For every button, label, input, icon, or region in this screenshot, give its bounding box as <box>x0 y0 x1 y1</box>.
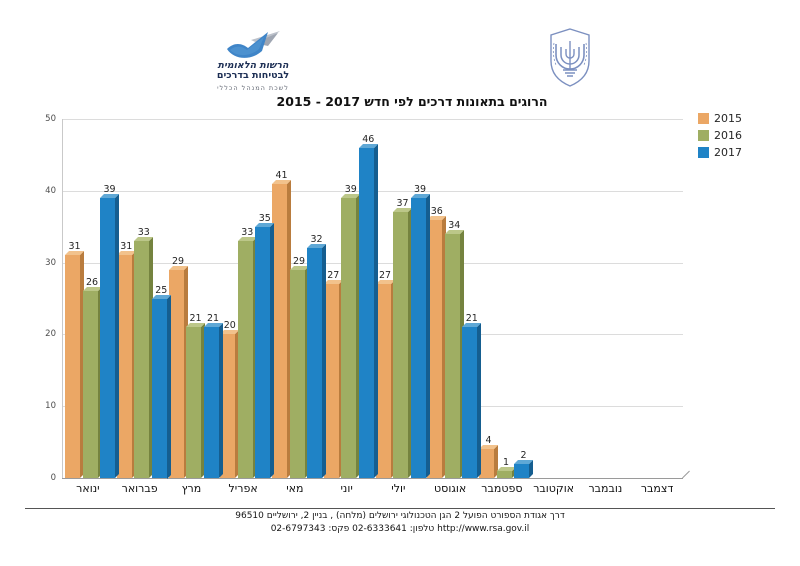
footer-address: דרך אגודת הספורט הפועל 2 הגן הטכנולוגי י… <box>235 511 565 521</box>
x-axis-line <box>62 478 683 479</box>
legend-item-2017: 2017 <box>698 144 742 161</box>
bar-value-label: 26 <box>85 277 99 289</box>
floor-edge-line <box>682 470 690 479</box>
bar-2017 <box>255 226 271 478</box>
bar-value-label: 37 <box>396 198 409 210</box>
legend-label: 2017 <box>714 146 742 159</box>
bar-2017 <box>514 463 529 478</box>
y-axis-tick-label: 10 <box>45 401 56 412</box>
bar-value-label: 27 <box>327 270 340 282</box>
israel-state-emblem-icon <box>550 28 590 87</box>
x-axis-month-label: אפריל <box>228 482 258 495</box>
legend-swatch-icon <box>698 113 709 124</box>
x-axis-month-label: ספטמבר <box>481 482 523 495</box>
bar-2016 <box>393 212 408 478</box>
x-axis-month-label: דצמבר <box>640 482 674 495</box>
y-axis-line <box>62 119 63 478</box>
x-axis-month-label: יוני <box>340 482 353 495</box>
bar-2016 <box>289 269 305 478</box>
bar-value-label: 34 <box>448 219 461 231</box>
bar-2017 <box>462 327 478 478</box>
x-axis-month-label: מאי <box>286 482 304 495</box>
bar-2016 <box>496 470 512 478</box>
bar-value-label: 39 <box>344 183 357 195</box>
bar-2017 <box>151 298 167 478</box>
bar-2016 <box>341 197 357 478</box>
bar-2015 <box>116 255 132 478</box>
bar-value-label: 39 <box>413 183 427 195</box>
chart-title: הרוגים בתאונות דרכים לפי חדש 2017 - 2015 <box>276 94 548 109</box>
bar-value-label: 25 <box>155 284 168 296</box>
bar-value-label: 33 <box>241 227 254 239</box>
bar-value-label: 29 <box>292 255 306 267</box>
bar-value-label: 36 <box>430 205 443 217</box>
chart-legend: 2015 2016 2017 <box>698 110 742 161</box>
checkmark-logo-icon <box>227 31 280 58</box>
legend-swatch-icon <box>698 147 709 158</box>
bar-2017 <box>100 197 115 478</box>
bar-2016 <box>444 233 460 478</box>
legend-label: 2016 <box>714 129 742 142</box>
bar-2015 <box>427 219 443 478</box>
x-axis-month-label: ינואר <box>76 482 100 495</box>
y-axis-tick-label: 0 <box>50 473 56 483</box>
bar-2017 <box>203 327 219 478</box>
bar-value-label: 32 <box>310 234 323 246</box>
bar-value-label: 41 <box>275 169 288 181</box>
bar-value-label: 1 <box>502 456 510 468</box>
legend-label: 2015 <box>714 112 742 125</box>
bar-value-label: 21 <box>465 313 478 325</box>
x-axis-month-label: אוגוסט <box>434 482 467 495</box>
logo-text-line2: לבטיחות בדרכים <box>216 70 290 81</box>
logo-text-line1: הרשות הלאומית <box>217 60 289 71</box>
bar-2016 <box>186 327 201 478</box>
bar-value-label: 21 <box>206 313 220 325</box>
y-axis-tick-label: 30 <box>45 257 56 268</box>
bar-value-label: 2 <box>520 449 527 461</box>
bar-2015 <box>323 284 339 478</box>
y-axis-tick-label: 40 <box>45 185 56 196</box>
gridline <box>62 119 683 120</box>
bar-value-label: 35 <box>258 212 271 224</box>
legend-swatch-icon <box>698 130 709 141</box>
footer-contact: http://www.rsa.gov.il טלפון: 02-6333641 … <box>270 524 530 534</box>
x-axis-month-label: יולי <box>391 482 406 495</box>
bar-2016 <box>82 291 98 478</box>
legend-item-2015: 2015 <box>698 110 742 127</box>
bar-2017 <box>410 197 426 478</box>
x-axis-month-label: פברואר <box>121 482 158 495</box>
bar-2015 <box>168 269 184 478</box>
logo-text-line3: לשכת המנהל הכללי <box>217 84 289 92</box>
y-axis-tick-label: 20 <box>45 329 56 340</box>
bar-value-label: 39 <box>103 183 116 195</box>
bar-2017 <box>307 248 322 478</box>
y-axis-tick-label: 50 <box>45 114 56 124</box>
road-safety-authority-logo: הרשות הלאומית לבטיחות בדרכים לשכת המנהל … <box>200 30 306 92</box>
x-axis-month-label: נובמבר <box>588 482 623 495</box>
bar-value-label: 46 <box>362 133 375 145</box>
bar-2015 <box>65 255 80 478</box>
x-axis-month-label: אוקטובר <box>533 482 575 495</box>
x-axis-month-label: מרץ <box>181 482 202 495</box>
bar-value-label: 31 <box>68 241 81 253</box>
footer-divider <box>25 508 775 509</box>
bar-2015 <box>220 334 236 478</box>
bar-2015 <box>272 183 287 478</box>
bar-value-label: 31 <box>120 241 133 253</box>
bar-value-label: 4 <box>485 435 492 447</box>
legend-item-2016: 2016 <box>698 127 742 144</box>
bar-2016 <box>134 241 150 478</box>
bar-2015 <box>375 284 391 478</box>
bar-2017 <box>358 147 374 478</box>
bar-2016 <box>237 241 253 478</box>
bar-2015 <box>479 449 494 478</box>
bar-value-label: 21 <box>189 313 202 325</box>
bar-value-label: 20 <box>223 320 236 332</box>
bar-value-label: 33 <box>137 227 150 239</box>
bar-value-label: 29 <box>171 255 185 267</box>
bar-value-label: 27 <box>378 270 392 282</box>
